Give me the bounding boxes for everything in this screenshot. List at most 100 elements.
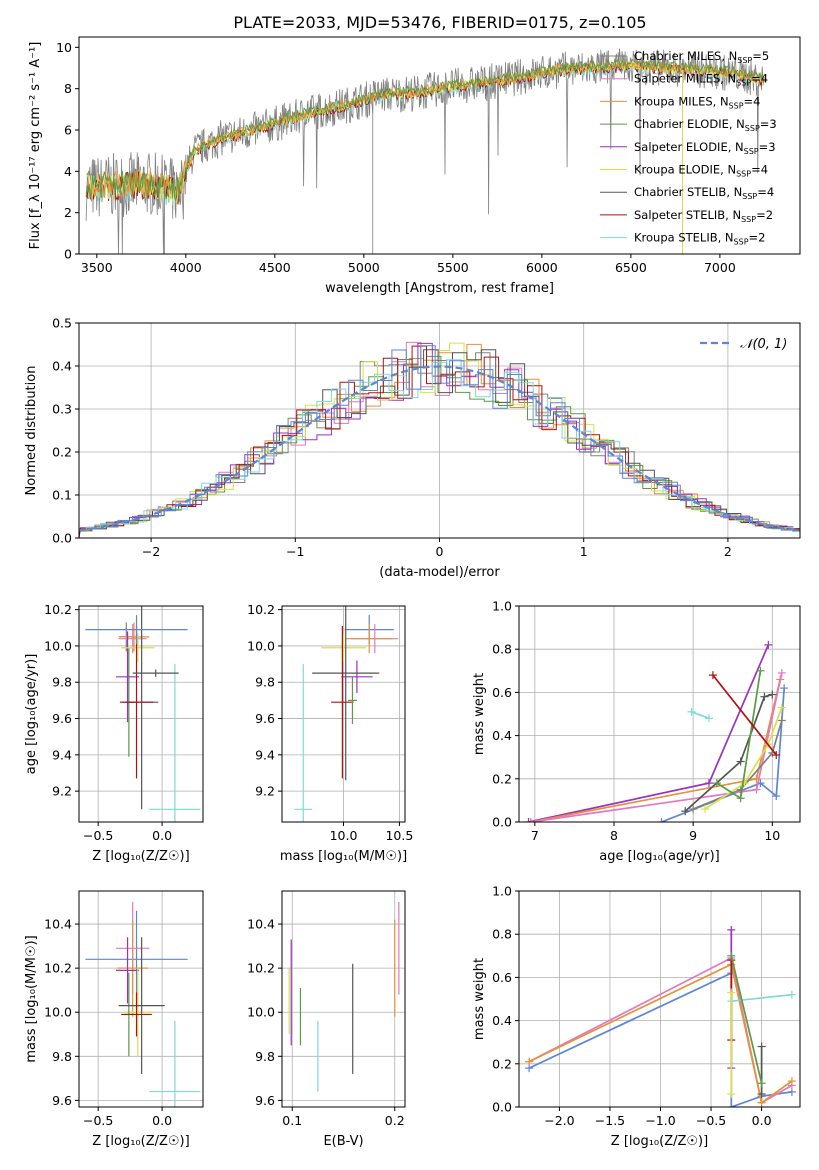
- y-tick-label: 8: [64, 81, 72, 96]
- x-tick-label: 1: [580, 544, 588, 559]
- x-tick-label: 0.0: [152, 1113, 172, 1128]
- plot-area: [288, 902, 400, 1092]
- x-tick-label: 6500: [615, 260, 647, 275]
- model-spectrum: [85, 60, 765, 204]
- y-tick-label: 10.4: [44, 917, 72, 932]
- y-axis-label: mass weight: [472, 673, 487, 755]
- axes-frame: [518, 890, 801, 1108]
- y-axis-label: Flux [f_λ 10⁻¹⁷ erg cm⁻² s⁻¹ A⁻¹]: [28, 42, 43, 250]
- y-tick-label: 9.4: [52, 747, 72, 762]
- x-tick-label: 10.0: [330, 828, 358, 843]
- y-tick-label: 9.8: [255, 675, 275, 690]
- legend-label: Salpeter MILES, NSSP=4: [634, 72, 768, 88]
- y-tick-label: 0.2: [492, 771, 512, 786]
- panels: Chabrier MILES, NSSP=5 Salpeter MILES, NS…: [24, 36, 801, 1149]
- y-tick-label: 0.6: [492, 685, 512, 700]
- x-tick-label: 3500: [81, 260, 113, 275]
- y-axis-label: Normed distribution: [24, 366, 39, 496]
- legend-label: 𝒩(0, 1): [740, 337, 787, 352]
- y-tick-label: 0.2: [52, 445, 72, 460]
- y-tick-label: 0.4: [52, 359, 72, 374]
- x-tick-label: 6000: [526, 260, 558, 275]
- y-tick-label: 9.8: [52, 1049, 72, 1064]
- x-tick-label: 10.5: [385, 828, 413, 843]
- y-tick-label: 0.8: [492, 642, 512, 657]
- x-tick-label: 4500: [259, 260, 291, 275]
- panel-age-mass: 10.0 10.5 9.2 9.4 9.6 9.8 10.0 10.2 mass [log₁₀(…: [247, 602, 413, 864]
- panel-mass-ebv: 0.1 0.2 9.6 9.8 10.0 10.2 10.4 E(B-V): [247, 890, 406, 1149]
- weight-line: [530, 672, 783, 822]
- x-tick-label: 9: [689, 828, 697, 843]
- plot-area: [85, 902, 201, 1107]
- y-tick-label: 0.4: [492, 1013, 512, 1028]
- legend: Chabrier MILES, NSSP=5 Salpeter MILES, NS…: [600, 49, 777, 247]
- y-tick-label: 9.8: [52, 675, 72, 690]
- axes-frame: [78, 890, 204, 1108]
- x-tick-label: −0.5: [83, 1113, 113, 1128]
- y-tick-label: 10: [56, 40, 72, 55]
- y-tick-label: 1.0: [492, 599, 512, 614]
- y-tick-label: 2: [64, 205, 72, 220]
- y-tick-label: 10.2: [247, 961, 275, 976]
- x-axis-label: mass [log₁₀(M/M☉)]: [280, 849, 407, 864]
- x-tick-label: 7: [531, 828, 539, 843]
- weight-line: [684, 693, 773, 812]
- axes-frame: [78, 605, 204, 823]
- y-tick-label: 0.4: [492, 728, 512, 743]
- histogram-series: [79, 355, 800, 538]
- y-tick-label: 9.4: [255, 747, 275, 762]
- y-tick-label: 6: [64, 123, 72, 138]
- x-tick-label: 10: [764, 828, 780, 843]
- histogram-series: [79, 359, 800, 538]
- y-tick-label: 9.6: [255, 1093, 275, 1108]
- x-tick-label: 2: [724, 544, 732, 559]
- plot-area: [524, 640, 789, 822]
- x-tick-label: 0.0: [152, 828, 172, 843]
- panel-residuals: 𝒩(0, 1) −2 −1 0 1 2 0.0 0.1 0.2 0.3 0.4 0.5 (data-mo…: [24, 316, 801, 580]
- y-axis-label: age [log₁₀(age/yr)]: [24, 654, 39, 775]
- plot-area: [294, 606, 399, 822]
- y-tick-label: 9.2: [255, 784, 275, 799]
- x-axis-label: Z [log₁₀(Z/Z☉)]: [611, 1134, 708, 1149]
- y-tick-label: 0.0: [52, 531, 72, 546]
- legend-label: Salpeter STELIB, NSSP=2: [634, 208, 773, 224]
- x-axis-label: age [log₁₀(age/yr)]: [599, 849, 720, 864]
- model-spectrum: [85, 58, 765, 201]
- histogram-series: [79, 345, 800, 538]
- y-tick-label: 0.8: [492, 927, 512, 942]
- weight-line: [704, 707, 783, 810]
- legend-label: Chabrier STELIB, NSSP=4: [634, 185, 774, 201]
- y-tick-label: 9.6: [52, 711, 72, 726]
- weight-line: [528, 963, 793, 1105]
- axes-frame: [78, 36, 801, 255]
- x-tick-label: −0.5: [696, 1113, 726, 1128]
- y-tick-label: 0.6: [492, 970, 512, 985]
- axes-frame: [518, 605, 801, 823]
- y-tick-label: 0.0: [492, 1100, 512, 1115]
- y-tick-label: 0.0: [492, 815, 512, 830]
- x-tick-label: 7000: [704, 260, 736, 275]
- x-tick-label: 5000: [348, 260, 380, 275]
- legend-label: Chabrier MILES, NSSP=5: [634, 49, 769, 65]
- weight-line: [712, 674, 777, 756]
- plot-area: [79, 341, 800, 538]
- y-tick-label: 4: [64, 164, 72, 179]
- panel-age-z: −0.5 0.0 9.2 9.4 9.6 9.8 10.0 10.2 Z [log₁₀(Z/Z☉…: [24, 602, 204, 864]
- normal-curve: [79, 365, 800, 532]
- plot-area: [85, 48, 765, 254]
- x-tick-label: −2: [142, 544, 160, 559]
- y-tick-label: 10.2: [247, 602, 275, 617]
- figure-title: PLATE=2033, MJD=53476, FIBERID=0175, z=0…: [233, 13, 646, 32]
- y-tick-label: 10.4: [247, 917, 275, 932]
- histogram-series: [79, 345, 800, 538]
- weight-line: [730, 955, 763, 1084]
- histogram-series: [79, 349, 800, 538]
- legend-label: Chabrier ELODIE, NSSP=3: [634, 117, 777, 133]
- y-tick-label: 9.2: [52, 784, 72, 799]
- weight-line: [528, 644, 770, 822]
- y-tick-label: 10.0: [247, 1005, 275, 1020]
- legend-label: Kroupa ELODIE, NSSP=4: [634, 163, 768, 179]
- x-tick-label: 0: [436, 544, 444, 559]
- legend-label: Kroupa MILES, NSSP=4: [634, 94, 760, 110]
